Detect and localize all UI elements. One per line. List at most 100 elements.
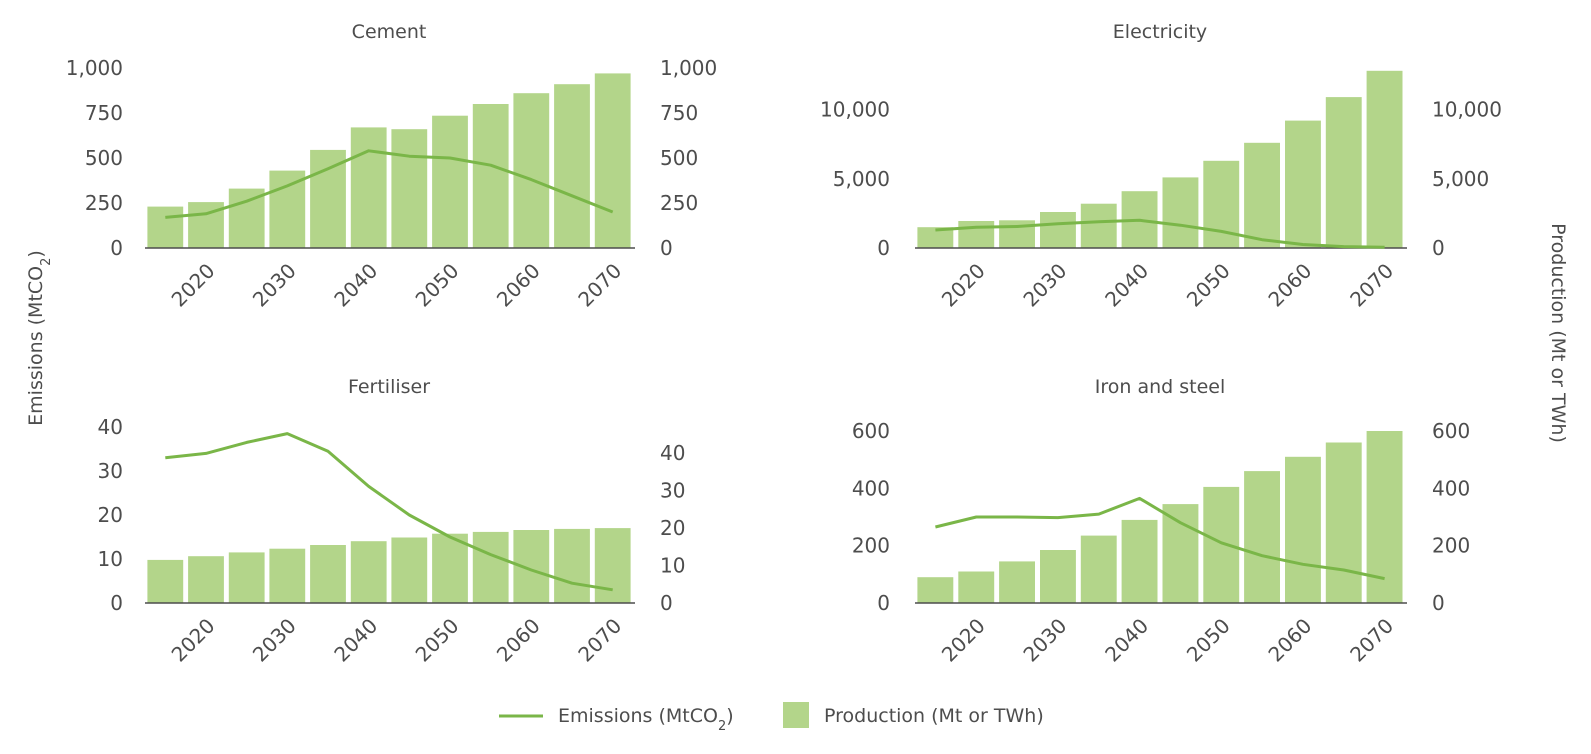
production-bar	[1366, 70, 1403, 248]
x-tick-label: 2050	[411, 614, 464, 667]
x-tick-label: 2040	[1100, 259, 1153, 312]
y-right-tick-label: 40	[660, 441, 685, 465]
x-tick-label: 2060	[492, 259, 545, 312]
production-bar	[958, 221, 995, 248]
y-left-tick-label: 500	[85, 146, 123, 170]
chart-panel-0: Cement 0 250 500 750 1,000 0 250 500 750 1,000 2020…	[66, 21, 718, 312]
y-right-tick-label: 600	[1432, 419, 1470, 443]
emissions-line	[935, 218, 1385, 249]
y-left-tick-label: 0	[877, 591, 890, 615]
x-tick-label: 2060	[492, 614, 545, 667]
x-tick-label: 2020	[167, 614, 220, 667]
y-right-tick-label: 10	[660, 554, 685, 578]
production-bar	[1366, 431, 1403, 603]
emissions-line	[935, 496, 1385, 581]
x-tick-label: 2020	[937, 259, 990, 312]
production-bar	[1080, 535, 1117, 603]
y-right-tick-label: 10,000	[1432, 98, 1502, 122]
production-bar	[269, 548, 306, 603]
production-bar	[1040, 550, 1076, 603]
y-right-tick-label: 750	[660, 101, 698, 125]
production-bar	[1244, 142, 1280, 248]
y-right-axis-title: Production (Mt or TWh)	[1547, 223, 1569, 443]
production-bar	[917, 577, 954, 603]
y-left-tick-label: 0	[110, 236, 123, 260]
legend-emissions-end: )	[726, 705, 733, 727]
production-bar	[269, 170, 306, 248]
production-bar	[554, 84, 590, 248]
y-right-tick-label: 0	[1432, 236, 1445, 260]
y-left-tick-label: 750	[85, 101, 123, 125]
y-left-tick-label: 30	[98, 459, 123, 483]
y-left-tick-label: 250	[85, 191, 123, 215]
x-tick-label: 2050	[411, 259, 464, 312]
panel-title: Fertiliser	[348, 376, 430, 398]
y-left-tick-label: 20	[98, 503, 123, 527]
y-right-tick-label: 0	[660, 591, 673, 615]
x-tick-label: 2070	[1345, 259, 1398, 312]
y-right-tick-label: 0	[1432, 591, 1445, 615]
emissions-line	[165, 149, 614, 219]
legend: Emissions (MtCO2) Production (Mt or TWh)	[499, 702, 1044, 734]
emissions-line	[165, 432, 613, 592]
production-bar	[472, 104, 509, 248]
production-bar	[432, 533, 468, 603]
production-bar	[391, 537, 428, 603]
panel-title: Cement	[352, 21, 427, 43]
production-bar	[228, 552, 265, 603]
production-bar	[594, 528, 631, 603]
production-bar	[350, 127, 387, 248]
x-tick-label: 2030	[1018, 259, 1071, 312]
y-right-tick-label: 0	[660, 236, 673, 260]
production-bar	[432, 115, 468, 248]
production-bar	[310, 545, 346, 603]
x-tick-label: 2050	[1182, 614, 1235, 667]
x-tick-label: 2070	[573, 614, 626, 667]
production-bar	[594, 73, 631, 249]
y-left-tick-label: 0	[877, 236, 890, 260]
chart-panel-1: Electricity 0 5,000 10,000 0 5,000 10,000 2020 2…	[820, 21, 1502, 312]
production-bar	[554, 528, 590, 603]
production-bar	[1285, 120, 1321, 248]
x-tick-label: 2070	[1345, 614, 1398, 667]
production-bar	[391, 129, 428, 248]
production-bar	[1325, 97, 1362, 248]
legend-production-swatch	[783, 702, 809, 728]
production-bar	[1080, 203, 1117, 248]
production-bar	[350, 541, 387, 603]
y-right-axis-title-main: Production (Mt or TWh)	[1547, 223, 1569, 443]
legend-emissions-label: Emissions (MtCO	[558, 705, 718, 727]
x-tick-label: 2060	[1263, 259, 1316, 312]
production-bar	[1285, 456, 1321, 603]
production-bar	[188, 556, 224, 603]
y-right-tick-label: 30	[660, 479, 685, 503]
y-left-tick-label: 200	[852, 534, 890, 558]
y-right-tick-label: 250	[660, 191, 698, 215]
legend-emissions-text: Emissions (MtCO2)	[558, 705, 734, 734]
production-bar	[1244, 471, 1280, 603]
x-tick-label: 2040	[1100, 614, 1153, 667]
x-tick-label: 2030	[248, 614, 301, 667]
production-bar	[147, 559, 184, 603]
y-left-tick-label: 400	[852, 476, 890, 500]
production-bar	[958, 571, 995, 603]
y-right-tick-label: 1,000	[660, 56, 717, 80]
y-left-tick-label: 1,000	[66, 56, 123, 80]
production-bar	[1121, 519, 1158, 603]
panel-title: Iron and steel	[1095, 376, 1226, 398]
production-bar	[1325, 442, 1362, 603]
x-tick-label: 2020	[167, 259, 220, 312]
x-tick-label: 2040	[329, 259, 382, 312]
legend-emissions-sub: 2	[718, 719, 726, 734]
y-left-tick-label: 0	[110, 591, 123, 615]
y-right-tick-label: 200	[1432, 534, 1470, 558]
production-bar	[228, 188, 265, 248]
y-right-tick-label: 500	[660, 146, 698, 170]
x-tick-label: 2040	[329, 614, 382, 667]
y-left-axis-title: Emissions (MtCO2)	[25, 250, 54, 426]
legend-production-label: Production (Mt or TWh)	[824, 705, 1044, 727]
y-left-axis-title-main: Emissions (MtCO	[25, 266, 47, 426]
